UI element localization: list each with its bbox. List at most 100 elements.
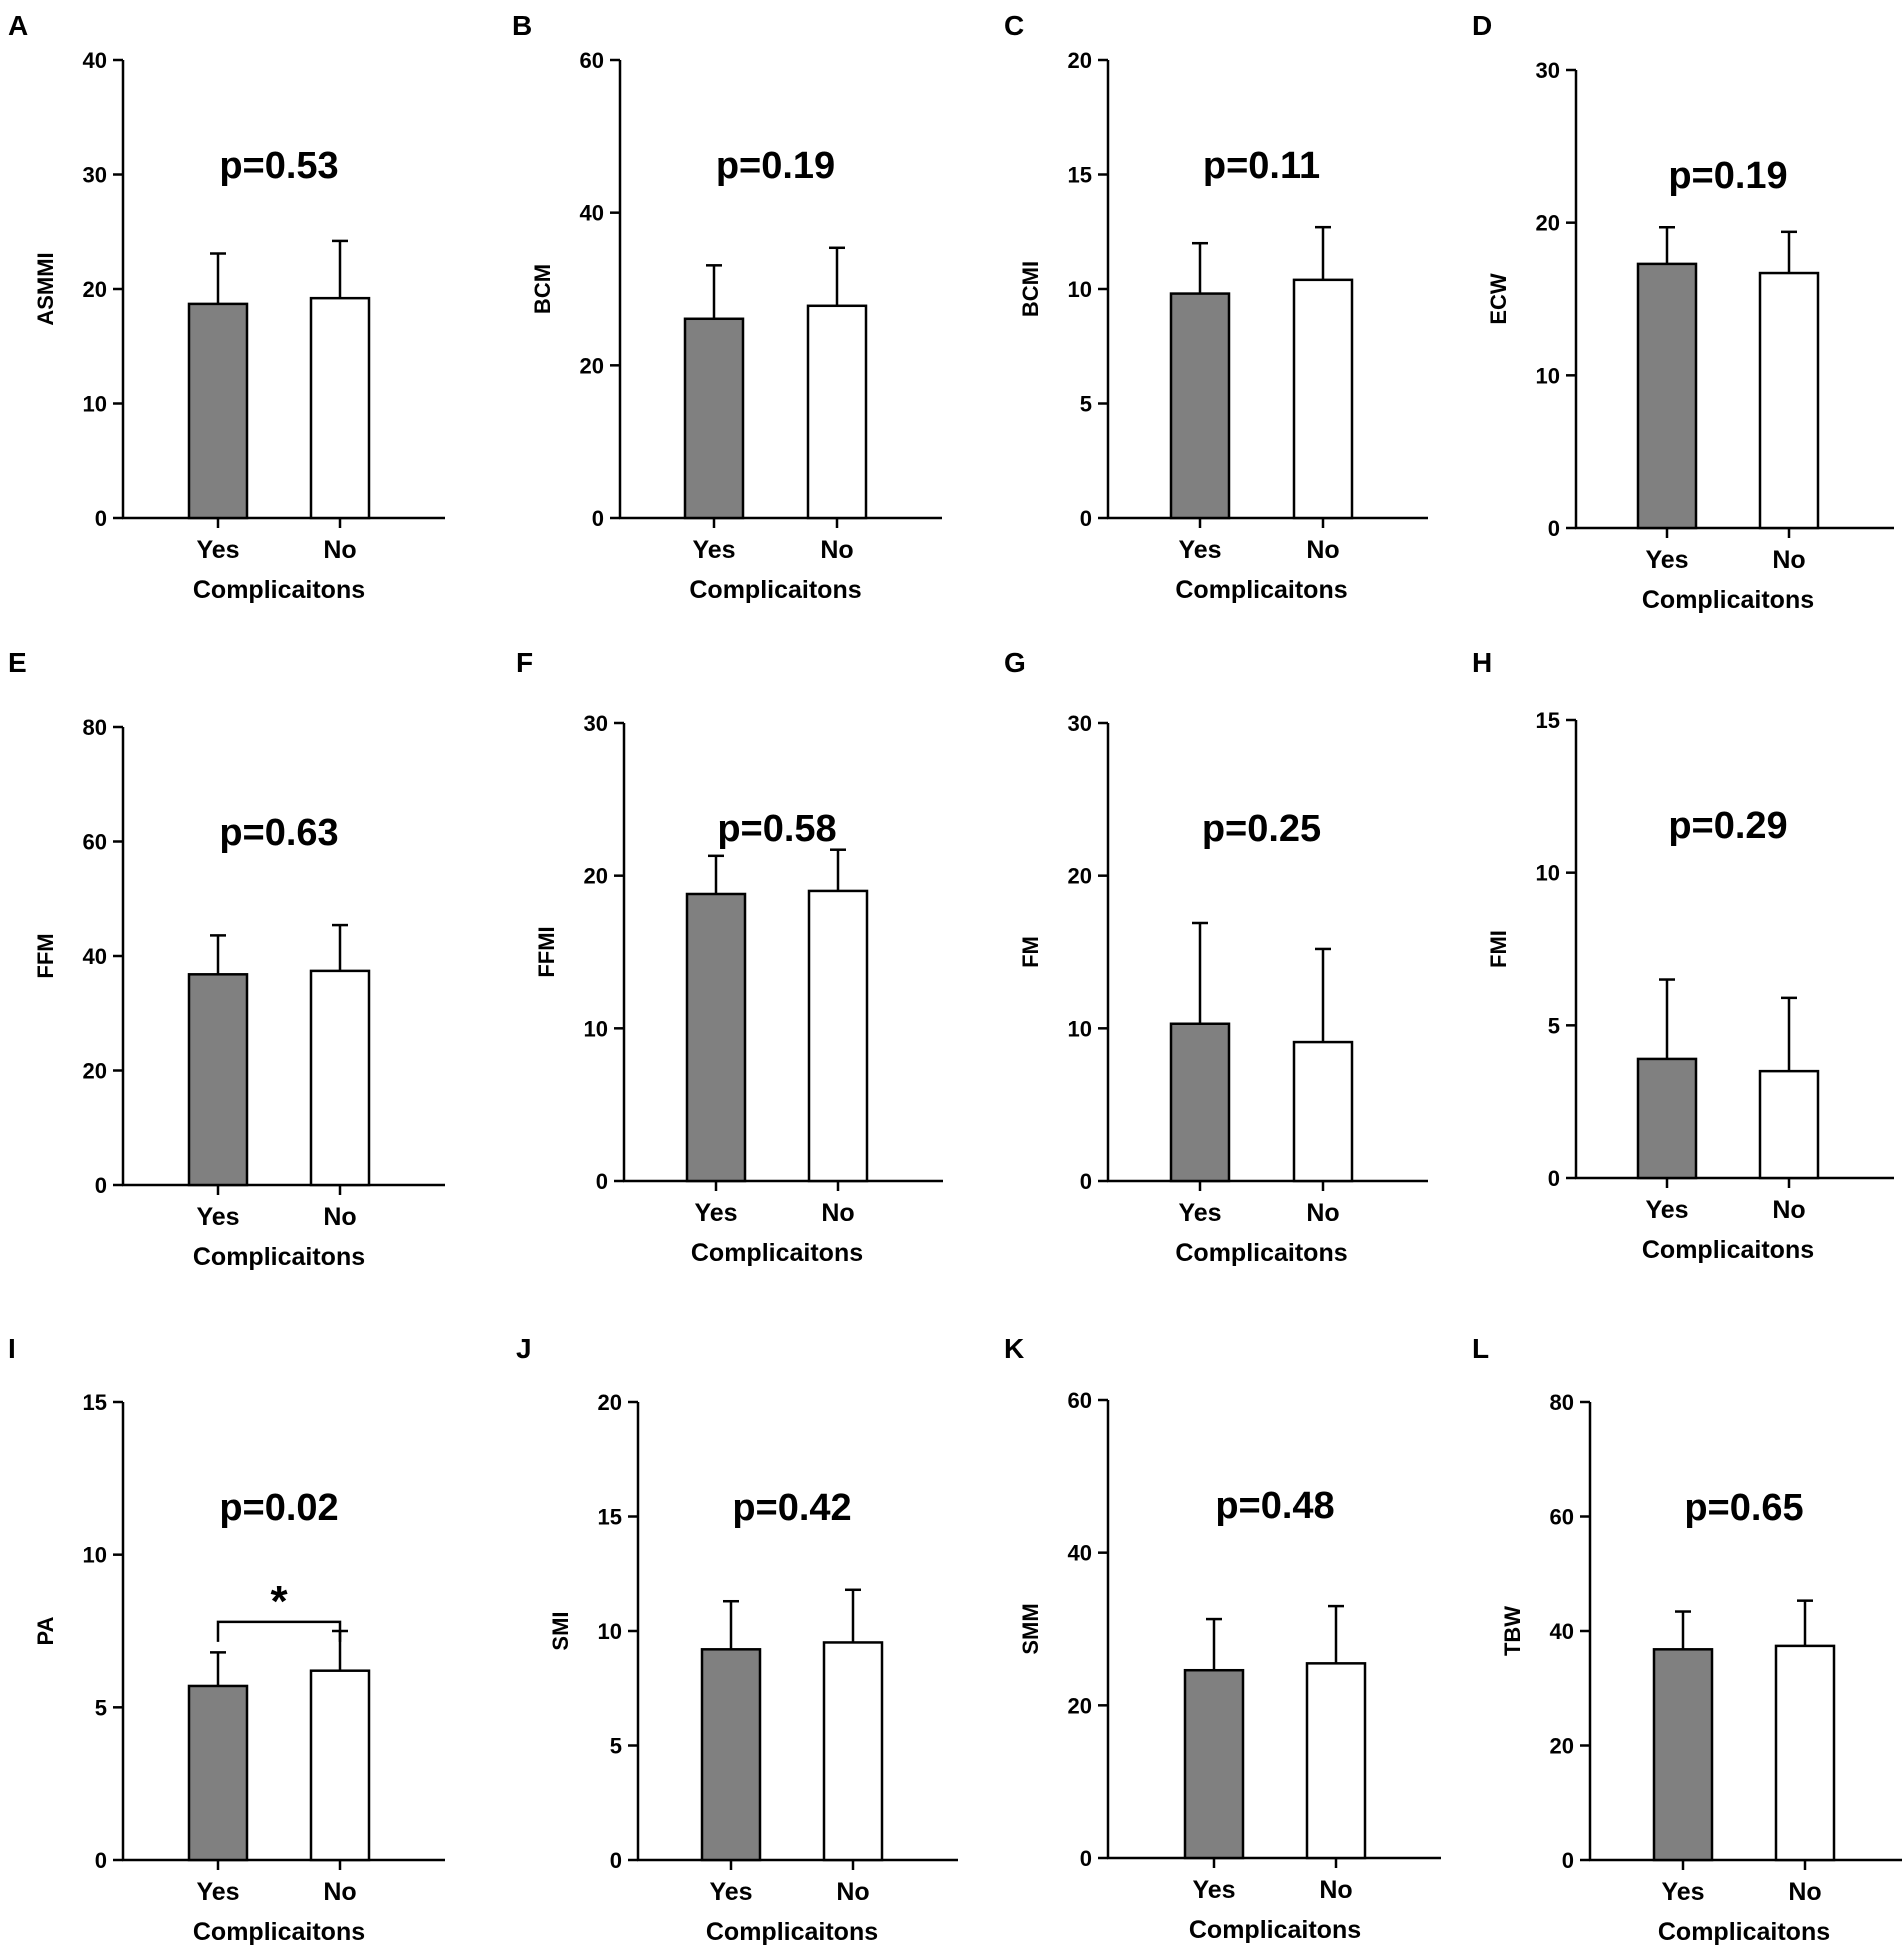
panel-k-bar-no xyxy=(1305,1662,1367,1860)
panel-k-ytick-label: 20 xyxy=(1068,1693,1092,1718)
panel-l-ytick-label: 60 xyxy=(1550,1505,1574,1530)
panel-g-letter: G xyxy=(1004,647,1026,678)
panel-i-category-label-no: No xyxy=(323,1878,356,1906)
panel-d-bar-no xyxy=(1758,271,1820,530)
panel-d-xlabel: Complicaitons xyxy=(1642,586,1814,614)
panel-k-p-value: p=0.48 xyxy=(1215,1485,1334,1527)
panel-h-ytick-label: 10 xyxy=(1536,861,1560,886)
panel-l-ytick-label: 40 xyxy=(1550,1619,1574,1644)
panel-i-bar-yes xyxy=(187,1684,249,1862)
panel-j-bar-no xyxy=(822,1641,884,1862)
panel-k-ytick-label: 0 xyxy=(1080,1846,1092,1871)
panel-l-ytick-label: 20 xyxy=(1550,1734,1574,1759)
panel-b-bar-yes xyxy=(683,317,745,520)
panel-l-bar-yes xyxy=(1652,1648,1714,1862)
panel-j-letter: J xyxy=(516,1333,532,1364)
panel-k-category-label-yes: Yes xyxy=(1192,1876,1235,1904)
panel-h-ytick-label: 15 xyxy=(1536,708,1560,733)
panel-a-ytick-label: 10 xyxy=(83,392,107,417)
panel-c-ytick-label: 20 xyxy=(1068,48,1092,73)
panel-k-ytick-label: 60 xyxy=(1068,1388,1092,1413)
panel-l-category-label-no: No xyxy=(1788,1878,1821,1906)
panel-h-bar-no xyxy=(1758,1069,1820,1180)
panel-j-category-label-yes: Yes xyxy=(709,1878,752,1906)
panel-b-ylabel: BCM xyxy=(530,264,555,314)
panel-e-bar-yes xyxy=(187,973,249,1187)
panel-f-ytick-label: 0 xyxy=(596,1169,608,1194)
panel-b-letter: B xyxy=(512,10,532,41)
panel-e-ytick-label: 20 xyxy=(83,1059,107,1084)
panel-h-category-label-no: No xyxy=(1772,1196,1805,1224)
panel-l-bar-no xyxy=(1774,1644,1836,1862)
panel-c-p-value: p=0.11 xyxy=(1203,145,1320,187)
panel-c-ytick-label: 5 xyxy=(1080,392,1092,417)
panel-j: J 0 5 10 15 20 SMI Yes No Complicaitons p=0.42 xyxy=(516,1333,958,1946)
panel-h-ytick-label: 5 xyxy=(1548,1013,1560,1038)
panel-j-ytick-label: 0 xyxy=(610,1848,622,1873)
panel-e-bar-no xyxy=(309,969,371,1187)
panel-a-category-label-yes: Yes xyxy=(196,536,239,564)
panel-g-ylabel: FM xyxy=(1018,936,1043,968)
panel-i-bar-no xyxy=(309,1669,371,1862)
panel-i-ytick-label: 10 xyxy=(83,1543,107,1568)
panel-i: I 0 5 10 15 PA Yes No Complicaitons p=0.02 * xyxy=(8,1333,445,1946)
panel-b-p-value: p=0.19 xyxy=(716,145,835,187)
panel-k-category-label-no: No xyxy=(1319,1876,1352,1904)
panel-i-xlabel: Complicaitons xyxy=(193,1918,365,1946)
panel-d-ylabel: ECW xyxy=(1486,273,1511,325)
panel-a: A 0 10 20 30 40 ASMMI Yes No Complicaitons p=0.53 xyxy=(8,10,445,604)
panel-k-ylabel: SMM xyxy=(1018,1603,1043,1654)
panel-a-letter: A xyxy=(8,10,28,41)
panel-g-bar-yes xyxy=(1169,1022,1231,1183)
panel-b-ytick-label: 60 xyxy=(580,48,604,73)
panel-c: C 0 5 10 15 20 BCMI Yes No Complicaitons p=0.11 xyxy=(1004,10,1428,604)
panel-k-letter: K xyxy=(1004,1333,1024,1364)
panel-e-letter: E xyxy=(8,647,27,678)
panel-i-ylabel: PA xyxy=(33,1616,58,1645)
panel-b-ytick-label: 40 xyxy=(580,201,604,226)
panel-f-ytick-label: 20 xyxy=(584,864,608,889)
panel-b-ytick-label: 0 xyxy=(592,506,604,531)
panel-h-category-label-yes: Yes xyxy=(1645,1196,1688,1224)
panel-e-ylabel: FFM xyxy=(33,933,58,978)
panel-c-letter: C xyxy=(1004,10,1024,41)
panel-f-bar-yes xyxy=(685,892,747,1183)
panel-c-bar-no xyxy=(1292,278,1354,520)
panel-i-ytick-label: 5 xyxy=(95,1695,107,1720)
panel-e-p-value: p=0.63 xyxy=(219,812,338,854)
panel-a-p-value: p=0.53 xyxy=(219,145,338,187)
panel-a-category-label-no: No xyxy=(323,536,356,564)
panel-e-ytick-label: 80 xyxy=(83,715,107,740)
panel-c-ytick-label: 0 xyxy=(1080,506,1092,531)
panel-l-ylabel: TBW xyxy=(1500,1606,1525,1656)
panel-d-category-label-no: No xyxy=(1772,546,1805,574)
panel-a-bar-yes xyxy=(187,302,249,520)
panel-e-ytick-label: 60 xyxy=(83,830,107,855)
panel-b-bar-no xyxy=(806,304,868,520)
panel-j-ytick-label: 10 xyxy=(598,1619,622,1644)
panel-d-ytick-label: 10 xyxy=(1536,363,1560,388)
panel-f-category-label-no: No xyxy=(821,1199,854,1227)
panel-f-letter: F xyxy=(516,647,533,678)
panel-a-bar-no xyxy=(309,296,371,520)
panel-g-ytick-label: 0 xyxy=(1080,1169,1092,1194)
panel-l-letter: L xyxy=(1472,1333,1489,1364)
panel-l-p-value: p=0.65 xyxy=(1684,1487,1803,1529)
panel-d: D 0 10 20 30 ECW Yes No Complicaitons p=0.19 xyxy=(1472,10,1894,614)
panel-f-ytick-label: 30 xyxy=(584,711,608,736)
panel-d-bar-yes xyxy=(1636,262,1698,530)
panel-e-category-label-no: No xyxy=(323,1203,356,1231)
panel-a-ytick-label: 40 xyxy=(83,48,107,73)
panel-h-ylabel: FMI xyxy=(1486,930,1511,968)
panel-g-xlabel: Complicaitons xyxy=(1175,1239,1347,1267)
panel-f-bar-no xyxy=(807,889,869,1183)
panel-b-category-label-yes: Yes xyxy=(692,536,735,564)
panel-i-significance-star: * xyxy=(270,1577,288,1626)
panel-g-category-label-no: No xyxy=(1306,1199,1339,1227)
panel-b-ytick-label: 20 xyxy=(580,353,604,378)
panel-d-p-value: p=0.19 xyxy=(1668,155,1787,197)
panel-j-p-value: p=0.42 xyxy=(732,1487,851,1529)
panel-j-ytick-label: 5 xyxy=(610,1734,622,1759)
panel-a-ytick-label: 0 xyxy=(95,506,107,531)
panel-l: L 0 20 40 60 80 TBW Yes No Complicaitons p=0.65 xyxy=(1472,1333,1902,1946)
